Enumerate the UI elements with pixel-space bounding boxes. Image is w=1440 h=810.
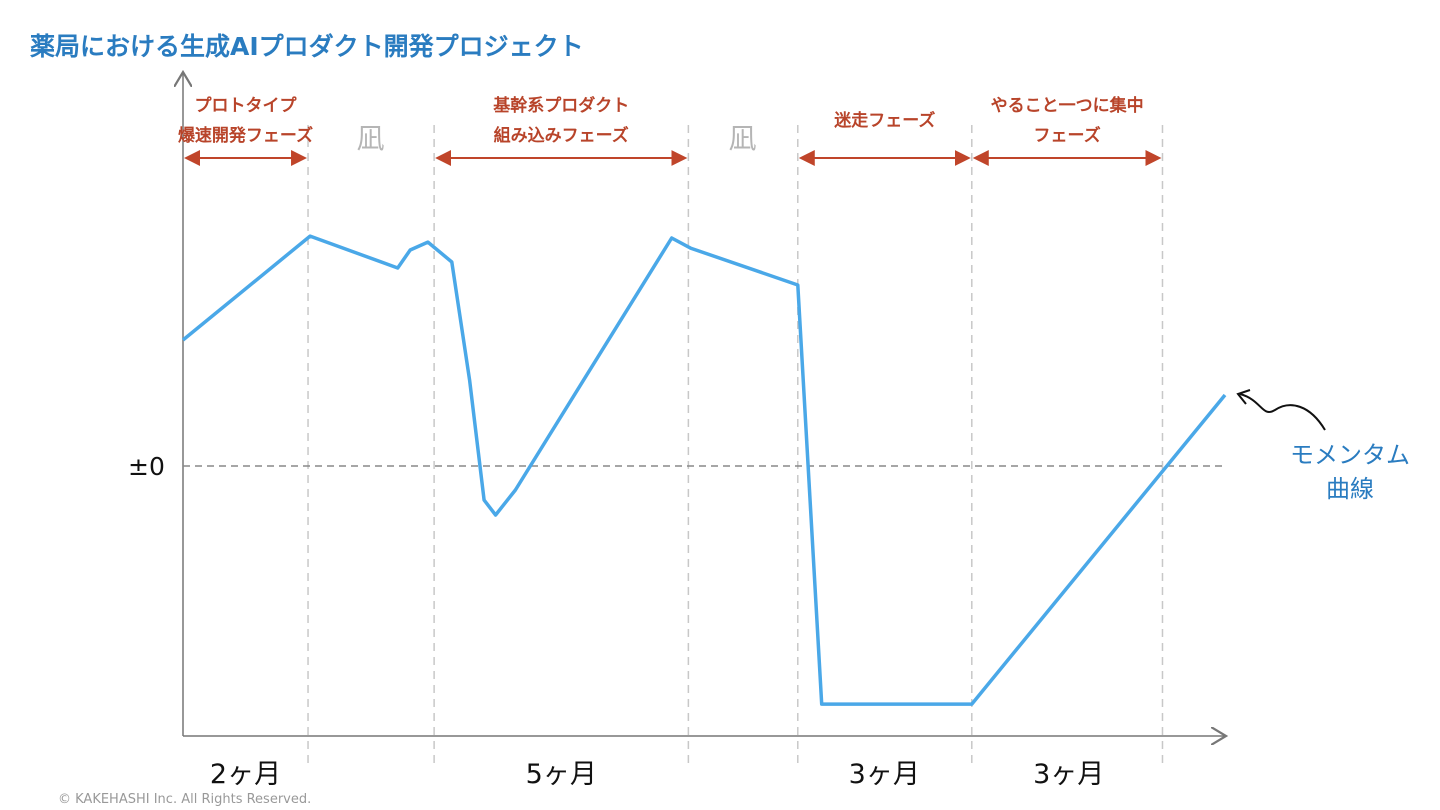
zero-label: ±0 (128, 452, 165, 481)
annotation-arrow (1239, 393, 1326, 431)
duration-label: 5ヶ月 (526, 759, 597, 790)
phase-label: やること一つに集中 (991, 95, 1144, 116)
phase-label: 組み込みフェーズ (494, 125, 629, 146)
duration-label: 3ヶ月 (849, 759, 920, 790)
chart-title: 薬局における生成AIプロダクト開発プロジェクト (30, 32, 584, 61)
annotation-line-2: 曲線 (1326, 475, 1374, 503)
calm-label: 凪 (729, 122, 757, 155)
phase-label: フェーズ (1034, 125, 1101, 146)
phase-label: 爆速開発フェーズ (178, 125, 313, 146)
duration-label: 3ヶ月 (1033, 759, 1104, 790)
duration-label: 2ヶ月 (210, 759, 281, 790)
annotation-arrowhead-icon (1236, 389, 1251, 405)
annotation-line-1: モメンタム (1290, 441, 1410, 469)
copyright: © KAKEHASHI Inc. All Rights Reserved. (58, 792, 311, 807)
phase-label: プロトタイプ (195, 95, 298, 116)
momentum-curve (181, 234, 1227, 706)
phase-label: 迷走フェーズ (833, 110, 935, 131)
calm-label: 凪 (357, 122, 385, 155)
phase-label: 基幹系プロダクト (492, 95, 629, 116)
